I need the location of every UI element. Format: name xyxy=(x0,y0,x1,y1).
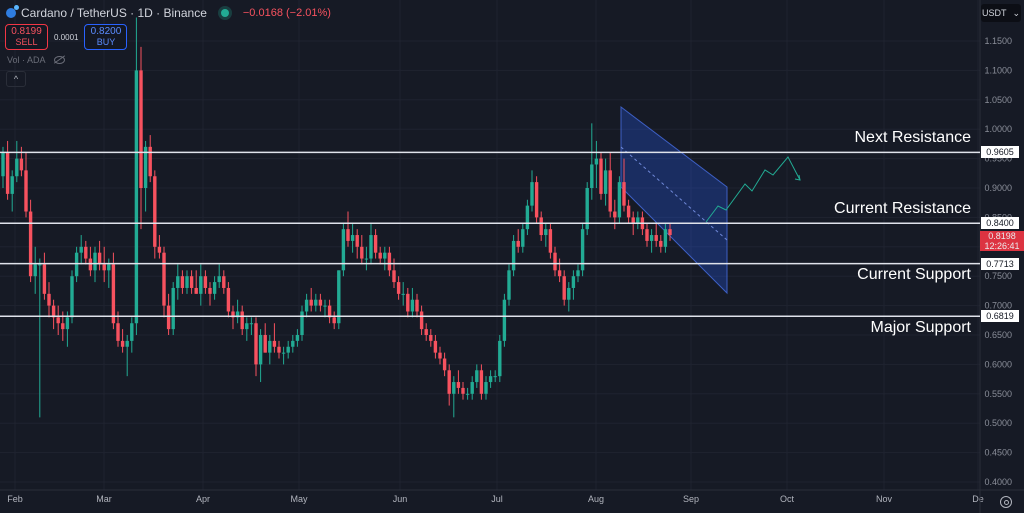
y-tick: 0.6500 xyxy=(984,330,1012,340)
currency-select[interactable]: USDT ⌄ xyxy=(981,4,1021,22)
eye-hidden-icon[interactable] xyxy=(53,56,65,64)
level-price-tag: 0.6819 xyxy=(981,310,1019,323)
y-tick: 1.0500 xyxy=(984,95,1012,105)
buy-button[interactable]: 0.8200 BUY xyxy=(84,24,128,50)
collapse-legend-button[interactable]: ^ xyxy=(6,71,26,87)
settings-gear-icon[interactable] xyxy=(1000,496,1012,508)
x-tick: De xyxy=(972,494,984,504)
level-label: Current Resistance xyxy=(834,200,971,217)
x-tick: Mar xyxy=(96,494,112,504)
y-tick: 0.7000 xyxy=(984,301,1012,311)
x-tick: Sep xyxy=(683,494,699,504)
trade-panel: 0.8199 SELL 0.0001 0.8200 BUY xyxy=(5,24,128,50)
y-tick: 0.7500 xyxy=(984,271,1012,281)
level-price-tag: 0.9605 xyxy=(981,146,1019,159)
buy-label: BUY xyxy=(96,37,116,47)
level-label: Next Resistance xyxy=(854,129,972,146)
volume-legend: Vol · ADA xyxy=(7,55,65,65)
price-change: −0.0168 (−2.01%) xyxy=(242,7,331,19)
level-label: Current Support xyxy=(857,266,971,283)
sell-price: 0.8199 xyxy=(11,26,42,37)
level-price-tag: 0.8400 xyxy=(981,217,1019,230)
y-tick: 1.1500 xyxy=(984,36,1012,46)
y-tick: 1.0000 xyxy=(984,124,1012,134)
x-tick: Jun xyxy=(393,494,408,504)
y-tick: 0.9500 xyxy=(984,154,1012,164)
chevron-down-icon: ⌄ xyxy=(1012,7,1021,18)
x-tick: Jul xyxy=(491,494,503,504)
x-tick: Oct xyxy=(780,494,795,504)
y-tick: 1.1000 xyxy=(984,65,1012,75)
buy-price: 0.8200 xyxy=(90,26,122,37)
symbol-header: Cardano / TetherUS · 1D · Binance −0.016… xyxy=(6,5,331,20)
x-tick: Nov xyxy=(876,494,893,504)
y-tick: 0.4500 xyxy=(984,448,1012,458)
currency-label: USDT xyxy=(981,8,1007,18)
y-tick: 0.5500 xyxy=(984,389,1012,399)
x-tick: May xyxy=(290,494,308,504)
current-price-tag: 0.8198 12:26:41 xyxy=(980,231,1024,251)
y-tick: 0.6000 xyxy=(984,359,1012,369)
symbol-title[interactable]: Cardano / TetherUS · 1D · Binance xyxy=(21,6,207,20)
projection-path[interactable] xyxy=(705,156,801,223)
current-price: 0.8198 xyxy=(988,231,1016,241)
y-tick: 0.4000 xyxy=(984,477,1012,487)
y-tick: 0.9000 xyxy=(984,183,1012,193)
market-status-icon xyxy=(220,9,229,17)
x-tick: Apr xyxy=(196,494,210,504)
candle-countdown: 12:26:41 xyxy=(984,241,1020,251)
sell-label: SELL xyxy=(15,37,38,47)
descending-channel[interactable] xyxy=(620,105,728,295)
volume-label: Vol · ADA xyxy=(7,55,46,65)
level-label: Major Support xyxy=(870,319,972,336)
y-tick: 0.5000 xyxy=(984,418,1012,428)
sell-button[interactable]: 0.8199 SELL xyxy=(5,24,48,50)
chevron-up-icon: ^ xyxy=(13,74,19,84)
spread-value: 0.0001 xyxy=(54,32,79,42)
level-price-tag: 0.7713 xyxy=(981,257,1019,270)
x-tick: Feb xyxy=(7,494,23,504)
x-tick: Aug xyxy=(588,494,604,504)
arrow-head-icon xyxy=(794,174,801,181)
cardano-logo-icon xyxy=(6,5,19,18)
